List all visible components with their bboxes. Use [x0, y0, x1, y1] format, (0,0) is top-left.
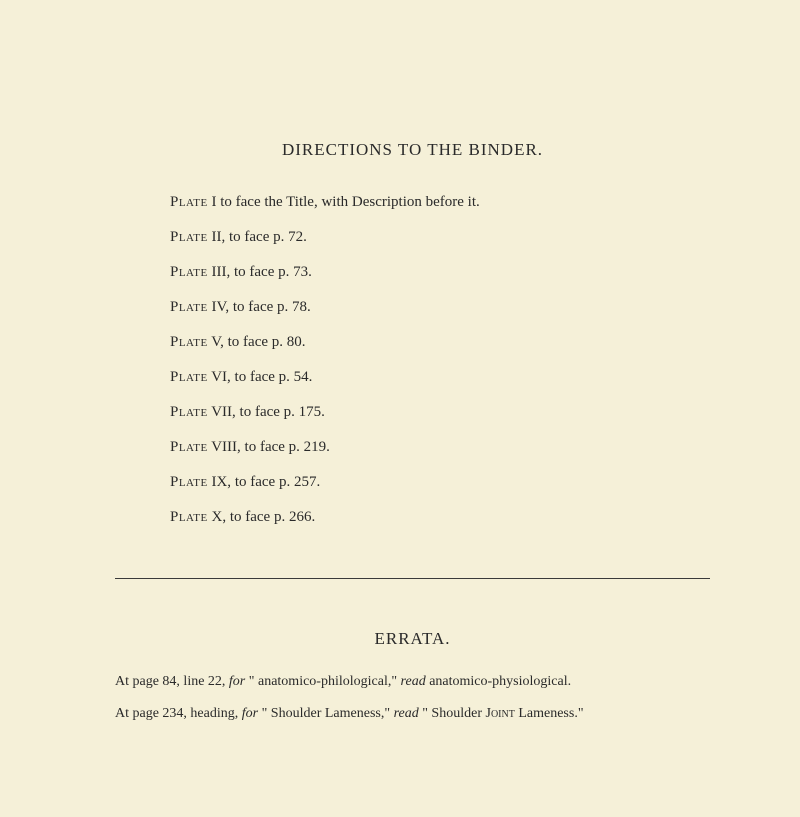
document-page: DIRECTIONS TO THE BINDER. Plate I to fac… — [0, 0, 800, 786]
plate-label: Plate — [170, 509, 208, 525]
errata-wrong: " Shoulder Lameness," — [258, 706, 393, 721]
plate-label: Plate — [170, 194, 208, 210]
plate-number: VII, — [211, 404, 236, 420]
plate-number: V, — [211, 334, 224, 350]
plate-item: Plate V, to face p. 80. — [170, 332, 710, 353]
plate-text: to face p. 175. — [240, 404, 325, 420]
plate-number: IV, — [211, 299, 229, 315]
errata-read: read — [394, 706, 419, 721]
plate-text: to face p. 72. — [229, 229, 307, 245]
errata-correct: anatomico-physiological. — [426, 674, 571, 689]
plate-item: Plate VI, to face p. 54. — [170, 367, 710, 388]
errata-wrong: " anatomico-philological," — [245, 674, 400, 689]
plate-number: X, — [211, 509, 226, 525]
errata-correct-pre: " Shoulder — [419, 706, 486, 721]
plate-item: Plate IX, to face p. 257. — [170, 472, 710, 493]
plate-label: Plate — [170, 264, 208, 280]
errata-joint: Joint — [486, 706, 515, 721]
errata-item: At page 234, heading, for " Shoulder Lam… — [115, 703, 710, 725]
plate-number: VI, — [211, 369, 231, 385]
plate-label: Plate — [170, 474, 208, 490]
plate-label: Plate — [170, 439, 208, 455]
plate-item: Plate II, to face p. 72. — [170, 227, 710, 248]
section-divider — [115, 578, 710, 579]
errata-title: ERRATA. — [115, 629, 710, 649]
errata-prefix: At page 84, line 22, — [115, 674, 229, 689]
errata-correct-post: Lameness." — [515, 706, 584, 721]
plate-number: II, — [211, 229, 225, 245]
errata-prefix: At page 234, heading, — [115, 706, 242, 721]
plate-number: IX, — [211, 474, 231, 490]
plate-number: VIII, — [211, 439, 241, 455]
plate-text: to face p. 73. — [234, 264, 312, 280]
plate-text: to face p. 257. — [235, 474, 320, 490]
plate-text: to face p. 80. — [228, 334, 306, 350]
plate-text: to face p. 219. — [245, 439, 330, 455]
plate-number: I — [211, 194, 216, 210]
plate-label: Plate — [170, 229, 208, 245]
plate-item: Plate X, to face p. 266. — [170, 507, 710, 528]
plate-label: Plate — [170, 369, 208, 385]
errata-read: read — [401, 674, 426, 689]
plate-text: to face p. 54. — [235, 369, 313, 385]
plate-list: Plate I to face the Title, with Descript… — [115, 192, 710, 528]
plate-label: Plate — [170, 334, 208, 350]
errata-for: for — [242, 706, 258, 721]
plate-text: to face the Title, with Description befo… — [220, 194, 480, 210]
plate-item: Plate III, to face p. 73. — [170, 262, 710, 283]
errata-for: for — [229, 674, 245, 689]
plate-item: Plate VIII, to face p. 219. — [170, 437, 710, 458]
plate-item: Plate I to face the Title, with Descript… — [170, 192, 710, 213]
plate-item: Plate IV, to face p. 78. — [170, 297, 710, 318]
plate-text: to face p. 78. — [233, 299, 311, 315]
plate-label: Plate — [170, 299, 208, 315]
plate-item: Plate VII, to face p. 175. — [170, 402, 710, 423]
plate-text: to face p. 266. — [230, 509, 315, 525]
plate-label: Plate — [170, 404, 208, 420]
errata-item: At page 84, line 22, for " anatomico-phi… — [115, 671, 710, 693]
plate-number: III, — [211, 264, 230, 280]
page-title: DIRECTIONS TO THE BINDER. — [115, 140, 710, 160]
